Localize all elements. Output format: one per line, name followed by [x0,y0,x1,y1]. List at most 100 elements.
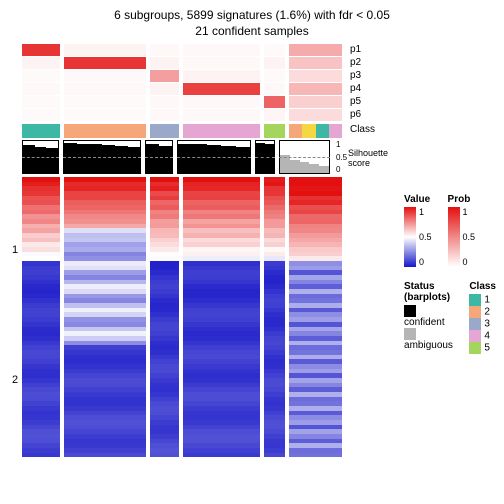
heatmap-column [289,177,342,457]
legend-item: 2 [469,306,496,318]
legend-label: 3 [484,319,490,330]
prob-row: p5 [22,96,382,108]
prob-cell [64,96,146,108]
prob-cell [264,44,285,56]
prob-cell [289,109,342,121]
silhouette-cell [63,140,141,174]
prob-cell [64,44,146,56]
legend-label: 5 [484,343,490,354]
legend-label: 1 [484,295,490,306]
legend-item: 3 [469,318,496,330]
prob-cell [64,70,146,82]
legend-label: 4 [484,331,490,342]
legend-item: 4 [469,330,496,342]
prob-cell [289,70,342,82]
prob-cell [150,70,179,82]
legend-swatch [404,328,416,340]
prob-cell [264,70,285,82]
legend-item: ambiguous [404,328,457,351]
silhouette-cell [279,140,330,174]
legend-swatch [404,305,416,317]
legend-label: ambiguous [404,340,453,351]
prob-row: p1 [22,44,382,56]
prob-cell [183,83,260,95]
legend-gradient [448,207,460,267]
prob-cell [150,57,179,69]
heatmap-column [22,177,60,457]
prob-cell [264,57,285,69]
prob-row-label: p6 [350,109,361,121]
legend-item: 5 [469,342,496,354]
legend-title: Class [469,281,496,292]
prob-cell [183,44,260,56]
prob-cell [289,96,342,108]
legend-gradient [404,207,416,267]
prob-cell [264,83,285,95]
plot-column: p1p2p3p4p5p6 Class 10.50Silhouettescore [22,44,382,458]
prob-cell [22,83,60,95]
legend-item: 1 [469,294,496,306]
prob-cell [22,96,60,108]
legend-section: Class 12345 [469,281,496,354]
legend-section: Status (barplots)confident ambiguous [404,281,457,354]
figure-title: 6 subgroups, 5899 signatures (1.6%) with… [8,8,496,22]
class-cell [264,124,285,138]
prob-cell [289,57,342,69]
prob-row: p6 [22,109,382,121]
class-label: Class [350,124,375,138]
legend-section: Prob10.50 [448,194,476,267]
heatmap-rowlabel-1: 1 [12,244,18,256]
legend-section: Value 10.50 [404,194,432,267]
prob-row-label: p3 [350,70,361,82]
class-cell [22,124,60,138]
prob-cell [150,109,179,121]
prob-cell [150,44,179,56]
class-cell [289,124,342,138]
prob-row-label: p1 [350,44,361,56]
prob-cell [183,57,260,69]
prob-cell [183,96,260,108]
silhouette-cell [255,140,275,174]
legend-title: Value [404,194,432,205]
prob-cell [264,96,285,108]
prob-cell [150,83,179,95]
legend-ticks: 10.50 [419,207,432,267]
legend-title: Status (barplots) [404,281,457,303]
legend-swatch [469,306,481,318]
prob-row-label: p4 [350,83,361,95]
class-cell [64,124,146,138]
class-cell [183,124,260,138]
prob-cell [183,70,260,82]
prob-row-label: p5 [350,96,361,108]
class-track: Class [22,124,382,138]
legend-column: Value10.50Prob10.50Status (barplots)conf… [404,194,496,458]
left-axis: 1 2 [8,44,22,458]
prob-row: p3 [22,70,382,82]
prob-cell [64,109,146,121]
prob-cell [183,109,260,121]
class-cell [150,124,179,138]
heatmap-column [264,177,285,457]
silhouette-cell [22,140,59,174]
prob-row: p2 [22,57,382,69]
prob-cell [22,44,60,56]
main-area: 1 2 p1p2p3p4p5p6 Class 10.50Silhouettescor… [8,44,496,458]
prob-row: p4 [22,83,382,95]
prob-cell [22,109,60,121]
figure-subtitle: 21 confident samples [8,24,496,38]
silhouette-cell [145,140,173,174]
legend-item: confident [404,305,457,328]
prob-cell [289,44,342,56]
heatmap-column [64,177,146,457]
prob-row-label: p2 [350,57,361,69]
silhouette-cell [177,140,251,174]
prob-cell [64,57,146,69]
prob-cell [22,70,60,82]
legend-label: 2 [484,307,490,318]
silhouette-axis: 10.50Silhouettescore [334,140,382,174]
heatmap-rowlabel-2: 2 [12,374,18,386]
legend-swatch [469,294,481,306]
legend-swatch [469,318,481,330]
prob-cell [22,57,60,69]
legend-ticks: 10.50 [463,207,476,267]
